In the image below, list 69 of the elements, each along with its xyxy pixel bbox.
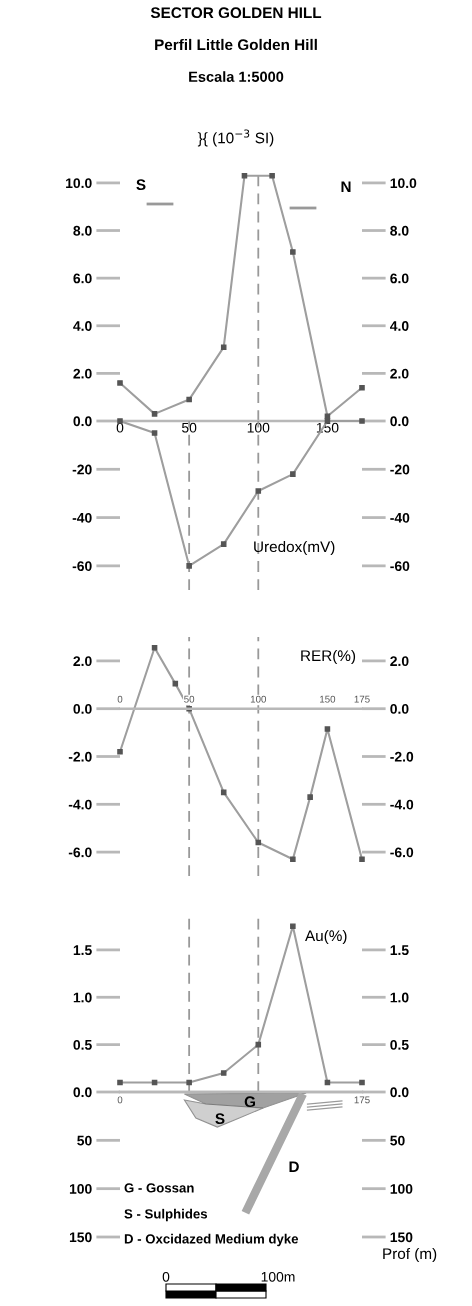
annotation: Uredox(mV) [254,540,335,556]
chart-subtitle: Perfil Little Golden Hill [155,38,317,51]
y2-axis-title: Prof (m) [383,1247,437,1263]
y-tick-label: 2.0 [73,656,92,667]
y2-tick-label: 0.5 [390,1039,409,1050]
y-tick-label: 0.0 [73,704,92,714]
x-tick-label: 150 [320,695,336,703]
y-tick-label: 10.0 [66,178,92,189]
y2-tick-label: 6.0 [390,273,409,284]
y-tick-label: 0.5 [73,1039,92,1050]
annotation: RER(%) [301,649,356,665]
y-tick-label: 50 [77,1135,92,1146]
y2-tick-label: -60 [390,561,410,572]
y2-tick-label: 1.5 [390,945,409,956]
annotation: S [136,179,146,191]
y-tick-label: 4.0 [73,321,92,331]
y2-tick-label: 0.0 [390,704,409,714]
y-tick-label: 150 [69,1232,92,1243]
x-tick-label: 0 [116,422,124,433]
y-tick-label: -40 [72,512,92,523]
y-tick-label: 8.0 [73,225,92,236]
x-tick-label: 100 [247,422,270,433]
y-tick-label: 1.0 [73,992,92,1003]
y2-tick-label: 150 [390,1232,413,1243]
y-tick-label: -6.0 [68,847,92,858]
y2-tick-label: 0.0 [390,416,409,427]
y2-tick-label: 100 [390,1184,413,1194]
y-tick-label: -20 [72,464,92,475]
y-tick-label: 6.0 [73,273,92,284]
y2-tick-label: 4.0 [389,321,409,331]
annotation: D [289,1161,299,1172]
y2-tick-label: 10.0 [390,178,417,189]
y2-tick-label: 2.0 [390,368,409,379]
text: 0 [162,1271,170,1282]
y-tick-label: -60 [72,561,92,572]
x-tick-label: 0 [117,695,123,703]
text: 100m [261,1271,295,1282]
y2-tick-label: 50 [390,1135,405,1146]
y2-tick-label: 8.0 [390,225,409,236]
annotation: N [341,181,351,192]
y2-tick-label: 1.0 [390,992,409,1003]
annotation: S [215,1113,225,1125]
x-tick-label: 175 [354,695,370,703]
y2-tick-label: -2.0 [390,751,414,762]
chart-title: SECTOR GOLDEN HILL [150,7,322,19]
annotation: G [244,1096,255,1108]
y-tick-label: 1.5 [73,945,92,956]
x-tick-label: 50 [184,695,195,703]
y-tick-label: -2.0 [68,751,92,762]
y2-tick-label: 2.0 [390,656,409,667]
x-tick-label: 175 [354,1096,370,1104]
y-tick-label: 0.0 [73,416,92,427]
annotation: Au(%) [305,929,347,945]
annotation: G - Gossan [124,1183,194,1193]
y-tick-label: 100 [69,1184,92,1194]
y-tick-label: 0.0 [73,1087,92,1098]
y2-tick-label: 0.0 [390,1087,409,1098]
annotation: D - Oxcidazed Medium dyke [124,1233,299,1247]
x-tick-label: 50 [181,422,197,433]
y-tick-label: 2.0 [73,368,92,379]
y-tick-label: -4.0 [68,799,92,810]
text: }{ (10$^{−3}$ SI) [197,129,274,147]
annotation: S - Sulphides [124,1208,208,1222]
x-tick-label: 100 [250,695,267,703]
y2-tick-label: -6.0 [390,847,414,858]
y2-tick-label: -20 [390,464,410,475]
y2-tick-label: -40 [390,512,410,523]
y2-tick-label: -4.0 [390,799,414,810]
text: Escala 1:5000 [189,71,284,82]
